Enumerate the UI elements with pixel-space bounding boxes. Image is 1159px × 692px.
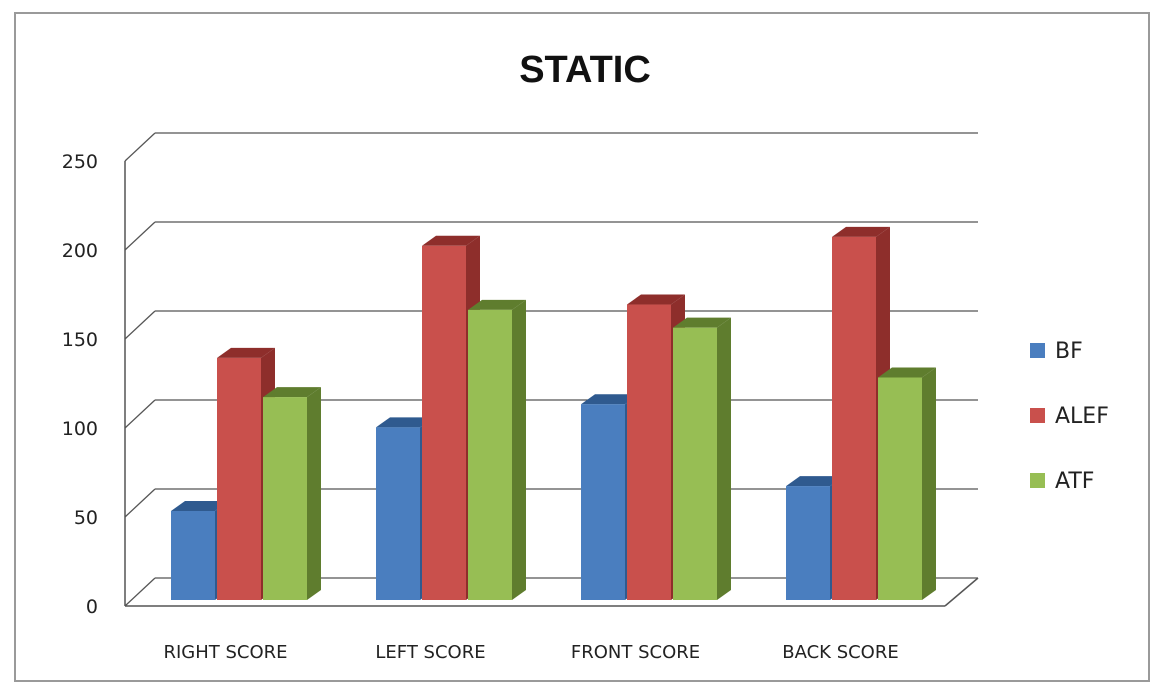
- bar: [376, 427, 420, 600]
- bars: [171, 226, 936, 600]
- bar-top: [627, 294, 685, 305]
- y-tick-label: 150: [62, 329, 98, 351]
- legend-label: ATF: [1055, 469, 1094, 494]
- y-tick-label: 50: [74, 507, 98, 529]
- gridline-diagonal: [124, 310, 156, 340]
- bar-top: [468, 299, 526, 310]
- legend-label: BF: [1055, 339, 1083, 364]
- bar: [786, 486, 830, 600]
- bar: [263, 397, 307, 600]
- y-tick-label: 250: [62, 151, 98, 173]
- bar: [468, 309, 512, 600]
- bar: [422, 245, 466, 600]
- bar-top: [878, 367, 936, 378]
- gridline-diagonal: [124, 488, 156, 518]
- bar: [627, 304, 671, 600]
- bar-top: [581, 394, 639, 405]
- legend-swatch: [1030, 408, 1045, 423]
- gridline-diagonal: [124, 399, 156, 429]
- bar-side: [307, 387, 321, 600]
- bar: [171, 511, 215, 600]
- bar-side: [717, 317, 731, 600]
- bar-top: [422, 235, 480, 246]
- gridline-diagonal: [124, 132, 156, 162]
- bar-side: [512, 299, 526, 600]
- x-tick-label: RIGHT SCORE: [163, 642, 287, 663]
- y-tick-label: 0: [86, 596, 98, 618]
- chart-walls: [124, 161, 979, 607]
- bar-top: [171, 501, 229, 511]
- bar: [217, 357, 261, 600]
- legend-swatch: [1030, 473, 1045, 488]
- y-tick-label: 200: [62, 240, 98, 262]
- x-tick-label: LEFT SCORE: [375, 642, 485, 663]
- floor-right-edge: [944, 577, 979, 607]
- bar: [673, 327, 717, 600]
- gridline-diagonal: [124, 577, 156, 607]
- y-axis-ticks: 0 50 100 150 200 250: [62, 151, 98, 618]
- bar-top: [786, 476, 844, 487]
- x-tick-label: BACK SCORE: [782, 642, 898, 663]
- legend-swatch: [1030, 343, 1045, 358]
- bar-top: [673, 317, 731, 328]
- bar: [832, 236, 876, 600]
- legend: BF ALEF ATF: [1030, 339, 1109, 494]
- chart-title: STATIC: [519, 49, 651, 91]
- x-axis-categories: RIGHT SCORE LEFT SCORE FRONT SCORE BACK SCO…: [163, 642, 898, 663]
- bar-side: [922, 367, 936, 600]
- bar: [581, 404, 625, 600]
- bar-top: [376, 417, 434, 428]
- gridline-diagonal: [124, 221, 156, 251]
- y-tick-label: 100: [62, 418, 98, 440]
- bar-top: [217, 347, 275, 358]
- bar-top: [832, 226, 890, 237]
- bar-top: [263, 387, 321, 398]
- x-tick-label: FRONT SCORE: [571, 642, 700, 663]
- bar: [878, 377, 922, 600]
- legend-label: ALEF: [1055, 404, 1109, 429]
